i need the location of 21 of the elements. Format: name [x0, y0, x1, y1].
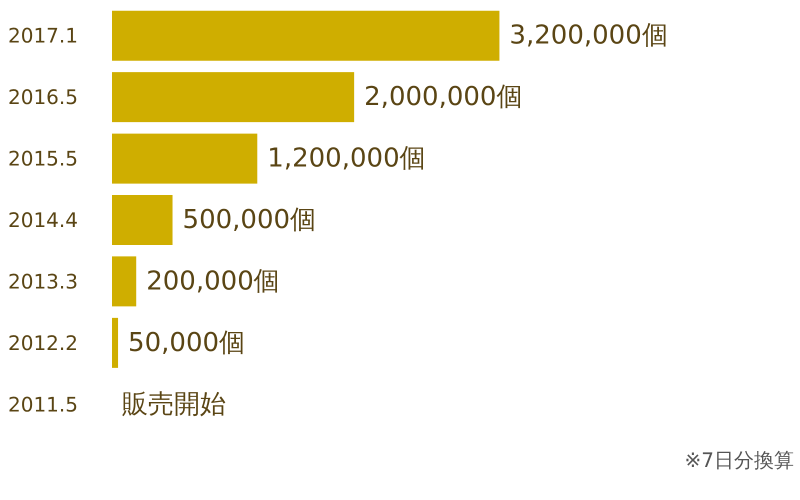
data-label: 販売開始: [122, 389, 226, 420]
bar: [112, 134, 258, 184]
y-tick-label: 2013.3: [8, 269, 78, 294]
data-label: 1,200,000個: [267, 144, 426, 174]
y-tick-label: 2011.5: [8, 392, 78, 416]
data-label: 50,000個: [128, 328, 246, 358]
y-tick-label: 2016.5: [8, 85, 78, 110]
y-tick-label: 2017.1: [8, 24, 78, 48]
bar: [112, 318, 118, 368]
bar: [112, 256, 136, 306]
bar: [112, 72, 354, 122]
data-label: 200,000個: [146, 266, 280, 296]
y-tick-label: 2012.2: [8, 330, 78, 355]
data-label: 500,000個: [182, 205, 316, 235]
y-tick-label: 2014.4: [8, 208, 78, 232]
data-label: 3,200,000個: [509, 20, 668, 51]
bar: [112, 10, 500, 61]
bar: [112, 195, 173, 245]
data-label: 2,000,000個: [364, 82, 522, 112]
y-tick-label: 2015.5: [8, 146, 78, 171]
text: ※7日分換算: [684, 448, 794, 472]
